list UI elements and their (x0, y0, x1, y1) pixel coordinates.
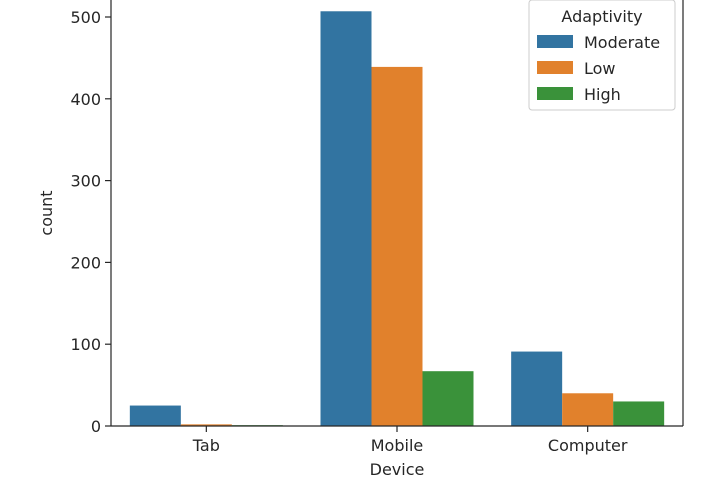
bar-tab-low (180, 424, 232, 426)
legend-frame (528, 0, 676, 111)
legend-items: Moderate Low High (537, 33, 660, 104)
bar-tab-moderate (129, 405, 181, 426)
legend-swatch-high (537, 87, 573, 100)
legend-label-moderate: Moderate (584, 33, 660, 52)
y-axis-ticks: 0 100 200 300 400 500 (70, 8, 111, 436)
bars-group (129, 11, 665, 427)
bar-computer-moderate (511, 351, 563, 426)
x-axis-title: Device (370, 460, 425, 479)
x-tick-label: Mobile (371, 436, 423, 455)
y-axis-title: count (37, 190, 56, 235)
bar-computer-low (562, 393, 614, 426)
y-tick-label: 0 (91, 417, 101, 436)
x-tick-label: Tab (192, 436, 220, 455)
legend-swatch-low (537, 61, 573, 74)
legend-label-high: High (584, 85, 621, 104)
y-tick-label: 200 (70, 253, 101, 272)
bar-computer-high (613, 401, 665, 426)
y-tick-label: 500 (70, 8, 101, 27)
x-axis-ticks: Tab Mobile Computer (192, 426, 628, 455)
y-tick-label: 400 (70, 90, 101, 109)
legend-label-low: Low (584, 59, 616, 78)
legend: Adaptivity Moderate Low High (528, 0, 676, 111)
legend-title: Adaptivity (561, 7, 642, 26)
y-tick-label: 100 (70, 335, 101, 354)
bar-mobile-low (371, 66, 423, 426)
y-tick-label: 300 (70, 172, 101, 191)
x-tick-label: Computer (548, 436, 628, 455)
bar-mobile-high (422, 371, 474, 426)
legend-swatch-moderate (537, 35, 573, 48)
bar-mobile-moderate (320, 11, 372, 427)
